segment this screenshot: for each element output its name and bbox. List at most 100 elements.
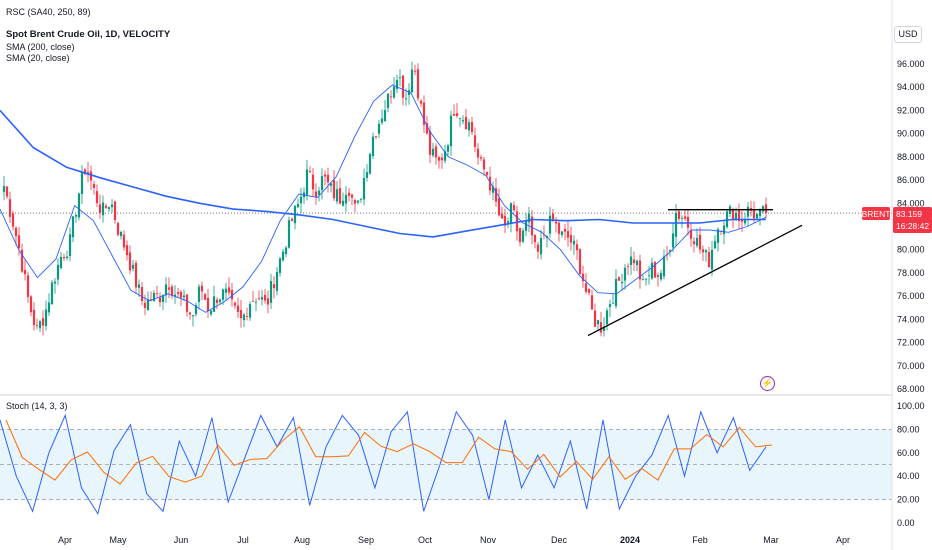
candle-body: [311, 174, 315, 190]
candle-body: [314, 191, 318, 198]
candle-body: [449, 115, 453, 147]
candle-body: [47, 302, 51, 313]
candle-body: [629, 256, 633, 265]
time-tick-label: Nov: [480, 535, 497, 545]
candle-body: [29, 296, 33, 313]
candle-body: [254, 301, 258, 303]
candle-body: [188, 312, 192, 315]
candle-body: [365, 172, 369, 178]
support-trendline[interactable]: [587, 224, 803, 337]
price-tick-label: 78.000: [897, 268, 925, 278]
stoch-band-lines: [0, 429, 892, 500]
price-badge-countdown: 16:28:42: [896, 221, 929, 231]
candle-body: [245, 316, 249, 317]
candle-body: [362, 178, 366, 200]
candle-body: [647, 275, 651, 277]
candle-body: [137, 284, 141, 288]
candle-body: [386, 93, 390, 108]
candle-body: [236, 305, 240, 312]
candle-body: [428, 130, 432, 155]
candle-body: [431, 148, 435, 156]
sma200-legend[interactable]: SMA (200, close): [6, 42, 75, 52]
candle-body: [14, 227, 18, 237]
candle-body: [65, 256, 69, 259]
candle-body: [122, 234, 126, 248]
candle-body: [710, 249, 714, 270]
candle-body: [158, 297, 162, 303]
candle-body: [8, 199, 12, 217]
candle-body: [524, 220, 528, 231]
symbol-badge: BRENT: [862, 209, 891, 219]
time-axis[interactable]: Apr May Jun Jul Aug Sep Oct Nov Dec 2024 Feb Mar Apr: [58, 535, 850, 545]
candle-body: [218, 299, 222, 303]
candle-body: [185, 294, 189, 312]
candle-body: [296, 203, 300, 208]
candle-body: [578, 249, 582, 275]
candle-body: [269, 281, 273, 303]
time-tick-label: Dec: [551, 535, 568, 545]
candle-body: [89, 171, 93, 181]
candle-body: [278, 258, 282, 273]
candles: [2, 61, 768, 337]
lightning-icon[interactable]: ⚡: [760, 376, 775, 391]
candle-body: [77, 193, 81, 218]
price-tick-label: 80.000: [897, 245, 925, 255]
candle-body: [443, 151, 447, 161]
candle-body: [746, 206, 750, 217]
candle-body: [614, 279, 618, 307]
time-tick-label: Feb: [692, 535, 708, 545]
candle-body: [134, 262, 138, 288]
candle-body: [677, 211, 681, 219]
candle-body: [5, 186, 9, 197]
candle-body: [560, 231, 564, 235]
candle-body: [95, 191, 99, 204]
candle-body: [86, 172, 90, 174]
time-tick-label: Sep: [358, 535, 374, 545]
candle-body: [251, 300, 255, 302]
currency-selector[interactable]: USD: [894, 26, 922, 43]
candle-body: [761, 206, 765, 212]
candle-body: [344, 194, 348, 204]
candle-body: [425, 123, 429, 134]
candle-body: [695, 237, 699, 246]
candle-body: [722, 225, 726, 235]
symbol-title[interactable]: Spot Brent Crude Oil, 1D, VELOCITY: [6, 29, 171, 40]
candle-body: [341, 200, 345, 206]
candle-body: [41, 318, 45, 326]
candle-body: [359, 198, 363, 200]
candle-body: [410, 69, 414, 93]
price-badge-bg: [893, 207, 932, 233]
trendlines[interactable]: [587, 209, 803, 337]
candle-body: [593, 310, 597, 327]
candle-body: [326, 174, 330, 183]
candle-body: [290, 218, 294, 221]
time-tick-label: May: [109, 535, 127, 545]
sma20-line: [0, 84, 767, 313]
candle-body: [620, 281, 624, 284]
sma20-legend[interactable]: SMA (20, close): [6, 53, 70, 63]
stoch-legend[interactable]: Stoch (14, 3, 3): [6, 401, 68, 411]
price-badge: BRENT 83.159 16:28:42: [862, 207, 932, 233]
stoch-tick-label: 60.00: [897, 448, 920, 458]
stoch-axis[interactable]: 100.00 80.00 60.00 40.00 20.00 0.00: [897, 401, 925, 528]
candle-body: [764, 204, 768, 214]
price-axis[interactable]: 96.000 94.000 92.000 90.000 88.000 86.000 84.0…: [897, 59, 925, 394]
candle-body: [434, 146, 438, 158]
stoch-tick-label: 100.00: [897, 401, 925, 411]
candle-body: [131, 264, 135, 269]
candle-body: [329, 183, 333, 186]
candle-body: [533, 234, 537, 243]
symbol-badge-bg: [862, 207, 890, 220]
candle-body: [140, 287, 144, 301]
candle-body: [356, 200, 360, 203]
candle-body: [383, 110, 387, 122]
candle-body: [644, 278, 648, 280]
candle-body: [740, 219, 744, 222]
time-tick-label: Jun: [174, 535, 189, 545]
candle-body: [590, 295, 594, 310]
candle-body: [503, 215, 507, 226]
candle-body: [725, 211, 729, 228]
indicator-title[interactable]: RSC (SA40, 250, 89): [6, 7, 91, 17]
candle-body: [347, 192, 351, 196]
